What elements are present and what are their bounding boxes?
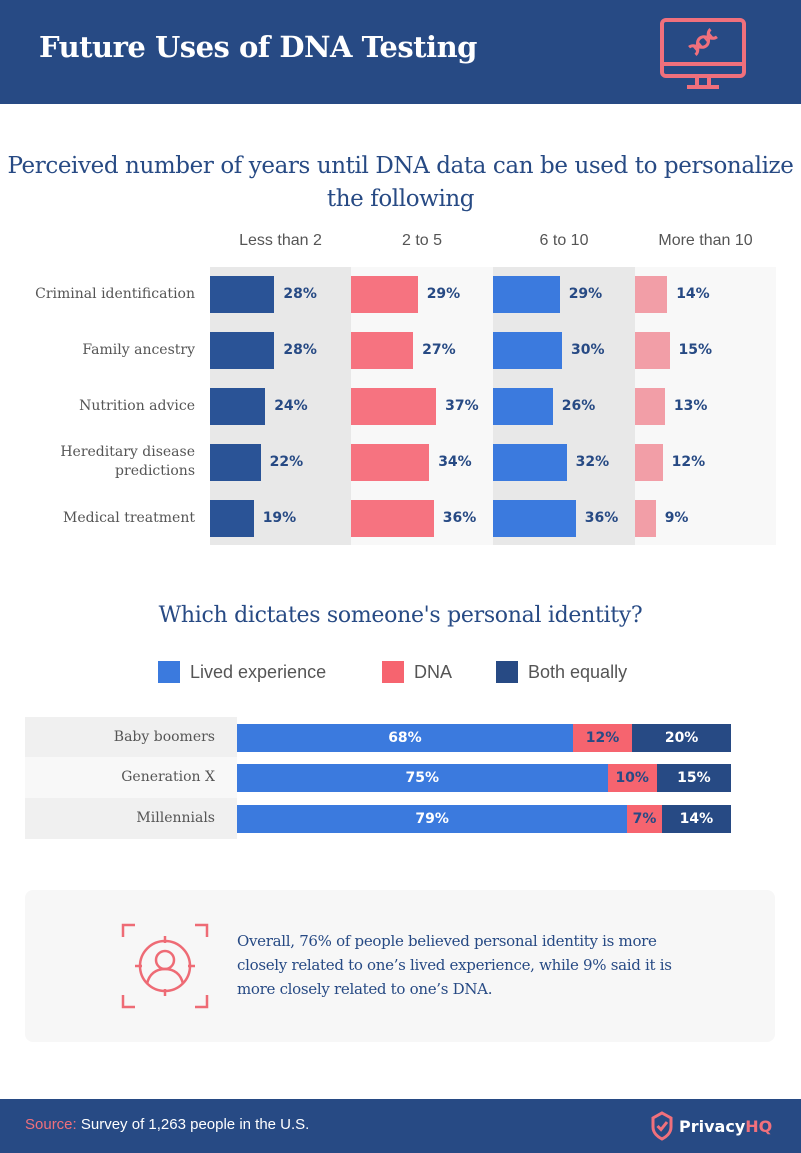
bar-nutrition-advice-6-to-10 xyxy=(493,388,553,425)
monitor-dna-icon xyxy=(660,18,746,89)
bar-label: 12% xyxy=(671,454,706,470)
page-title: Future Uses of DNA Testing xyxy=(39,30,477,64)
bar-label: 9% xyxy=(664,510,689,526)
row-label-criminal-identification: Criminal identification xyxy=(35,285,195,302)
bar-label: 19% xyxy=(262,510,297,526)
row-label-millennials: Millennials xyxy=(136,810,215,826)
bar-label: 28% xyxy=(283,286,317,302)
bar-label: 36% xyxy=(442,510,477,526)
person-target-icon xyxy=(121,923,209,1009)
segment-millennials-dna: 7% xyxy=(627,805,662,833)
chart1-title: Perceived number of years until DNA data… xyxy=(7,153,794,212)
brand-name-privacy: Privacy xyxy=(679,1116,746,1136)
bar-label: 27% xyxy=(422,342,456,358)
bar-criminal-identification-more-than-10 xyxy=(635,276,668,313)
segment-baby-boomers-dna: 12% xyxy=(572,724,633,752)
bar-medical-treatment-2-to-5 xyxy=(351,500,434,537)
bar-hereditary-disease-predictions-less-than-2 xyxy=(210,444,261,481)
bar-criminal-identification-6-to-10 xyxy=(493,276,560,313)
bar-hereditary-disease-predictions-6-to-10 xyxy=(493,444,567,481)
column-header-more-than-10: More than 10 xyxy=(658,232,753,249)
bar-nutrition-advice-less-than-2 xyxy=(210,388,266,425)
footer: Source: Survey of 1,263 people in the U.… xyxy=(0,1099,801,1153)
bar-label: 30% xyxy=(571,342,605,358)
segment-millennials-both-equally: 14% xyxy=(661,805,731,833)
column-header-2-to-5: 2 to 5 xyxy=(401,232,443,249)
bar-medical-treatment-less-than-2 xyxy=(210,500,254,537)
summary-text: Overall, 76% of people believed personal… xyxy=(237,932,672,998)
bar-hereditary-disease-predictions-more-than-10 xyxy=(635,444,663,481)
row-label-nutrition-advice: Nutrition advice xyxy=(79,397,195,414)
row-label-family-ancestry: Family ancestry xyxy=(82,341,195,358)
column-header-less-than-2: Less than 2 xyxy=(239,232,322,249)
source-note: Source: Survey of 1,263 people in the U.… xyxy=(25,1116,309,1133)
legend-item-lived-experience: Lived experience xyxy=(158,660,326,684)
segment-baby-boomers-lived-experience: 68% xyxy=(237,724,573,752)
segment-millennials-lived-experience: 79% xyxy=(237,805,628,833)
bar-label: 13% xyxy=(673,398,708,414)
bar-label: 22% xyxy=(269,454,304,470)
brand-name-hq: HQ xyxy=(745,1116,773,1136)
bar-label: 26% xyxy=(561,398,596,414)
bar-label: 36% xyxy=(584,510,619,526)
header-banner: Future Uses of DNA Testing xyxy=(0,0,801,104)
bar-label: 15% xyxy=(678,342,713,358)
bar-label: 34% xyxy=(438,454,472,470)
bar-criminal-identification-less-than-2 xyxy=(210,276,275,313)
legend-label-lived-experience: Lived experience xyxy=(190,661,327,682)
row-label-hereditary-disease-predictions: Hereditary disease predictions xyxy=(60,444,195,479)
legend-swatch-lived-experience xyxy=(158,661,180,683)
bar-label: 28% xyxy=(283,342,317,358)
segment-baby-boomers-both-equally: 20% xyxy=(632,724,731,752)
row-label-medical-treatment: Medical treatment xyxy=(63,509,195,526)
bar-label: 37% xyxy=(445,398,479,414)
summary-callout xyxy=(25,890,775,1042)
source-text: Survey of 1,263 people in the U.S. xyxy=(76,1116,310,1133)
bar-medical-treatment-more-than-10 xyxy=(635,500,656,537)
segment-generation-x-both-equally: 15% xyxy=(656,764,731,792)
row-baby-boomers: Baby boomers xyxy=(25,717,237,757)
bar-family-ancestry-less-than-2 xyxy=(210,332,275,369)
legend-item-both-equally: Both equally xyxy=(496,660,627,684)
bar-family-ancestry-more-than-10 xyxy=(635,332,670,369)
bar-family-ancestry-6-to-10 xyxy=(493,332,562,369)
source-label: Source: xyxy=(25,1116,77,1133)
bar-nutrition-advice-more-than-10 xyxy=(635,388,665,425)
bar-criminal-identification-2-to-5 xyxy=(351,276,418,313)
row-millennials: Millennials xyxy=(25,798,237,839)
bar-label: 14% xyxy=(676,286,710,302)
brand-name: PrivacyHQ xyxy=(679,1117,772,1136)
chart2-title: Which dictates someone's personal identi… xyxy=(158,603,643,628)
bar-label: 29% xyxy=(426,286,461,302)
row-generation-x: Generation X xyxy=(25,757,237,798)
brand-logo[interactable]: PrivacyHQ xyxy=(650,1109,772,1143)
bar-family-ancestry-2-to-5 xyxy=(351,332,414,369)
bar-nutrition-advice-2-to-5 xyxy=(351,388,437,425)
legend-item-dna: DNA xyxy=(382,660,452,684)
column-header-6-to-10: 6 to 10 xyxy=(539,232,589,249)
legend-swatch-both-equally xyxy=(496,661,518,683)
bar-label: 32% xyxy=(575,454,610,470)
row-label-generation-x: Generation X xyxy=(121,769,215,785)
bar-medical-treatment-6-to-10 xyxy=(493,500,576,537)
segment-generation-x-lived-experience: 75% xyxy=(237,764,608,792)
row-label-baby-boomers: Baby boomers xyxy=(113,729,215,745)
bar-hereditary-disease-predictions-2-to-5 xyxy=(351,444,430,481)
shield-check-icon xyxy=(651,1111,673,1141)
legend-swatch-dna xyxy=(382,661,404,683)
legend-label-dna: DNA xyxy=(414,661,453,682)
bar-label: 29% xyxy=(568,286,603,302)
bar-label: 24% xyxy=(274,398,308,414)
segment-generation-x-dna: 10% xyxy=(607,764,657,792)
legend-label-both-equally: Both equally xyxy=(528,661,628,682)
